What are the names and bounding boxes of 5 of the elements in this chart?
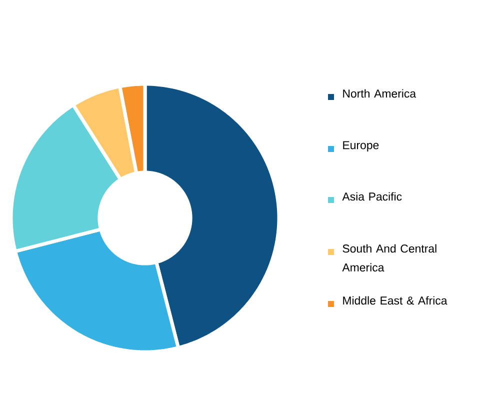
- legend-label: North America: [343, 89, 416, 98]
- legend-label: Asia Pacific: [342, 192, 402, 201]
- legend-label: Europe: [343, 141, 379, 152]
- legend-label: Middle East & Africa: [343, 296, 448, 305]
- legend-label: South And Central America: [342, 244, 436, 272]
